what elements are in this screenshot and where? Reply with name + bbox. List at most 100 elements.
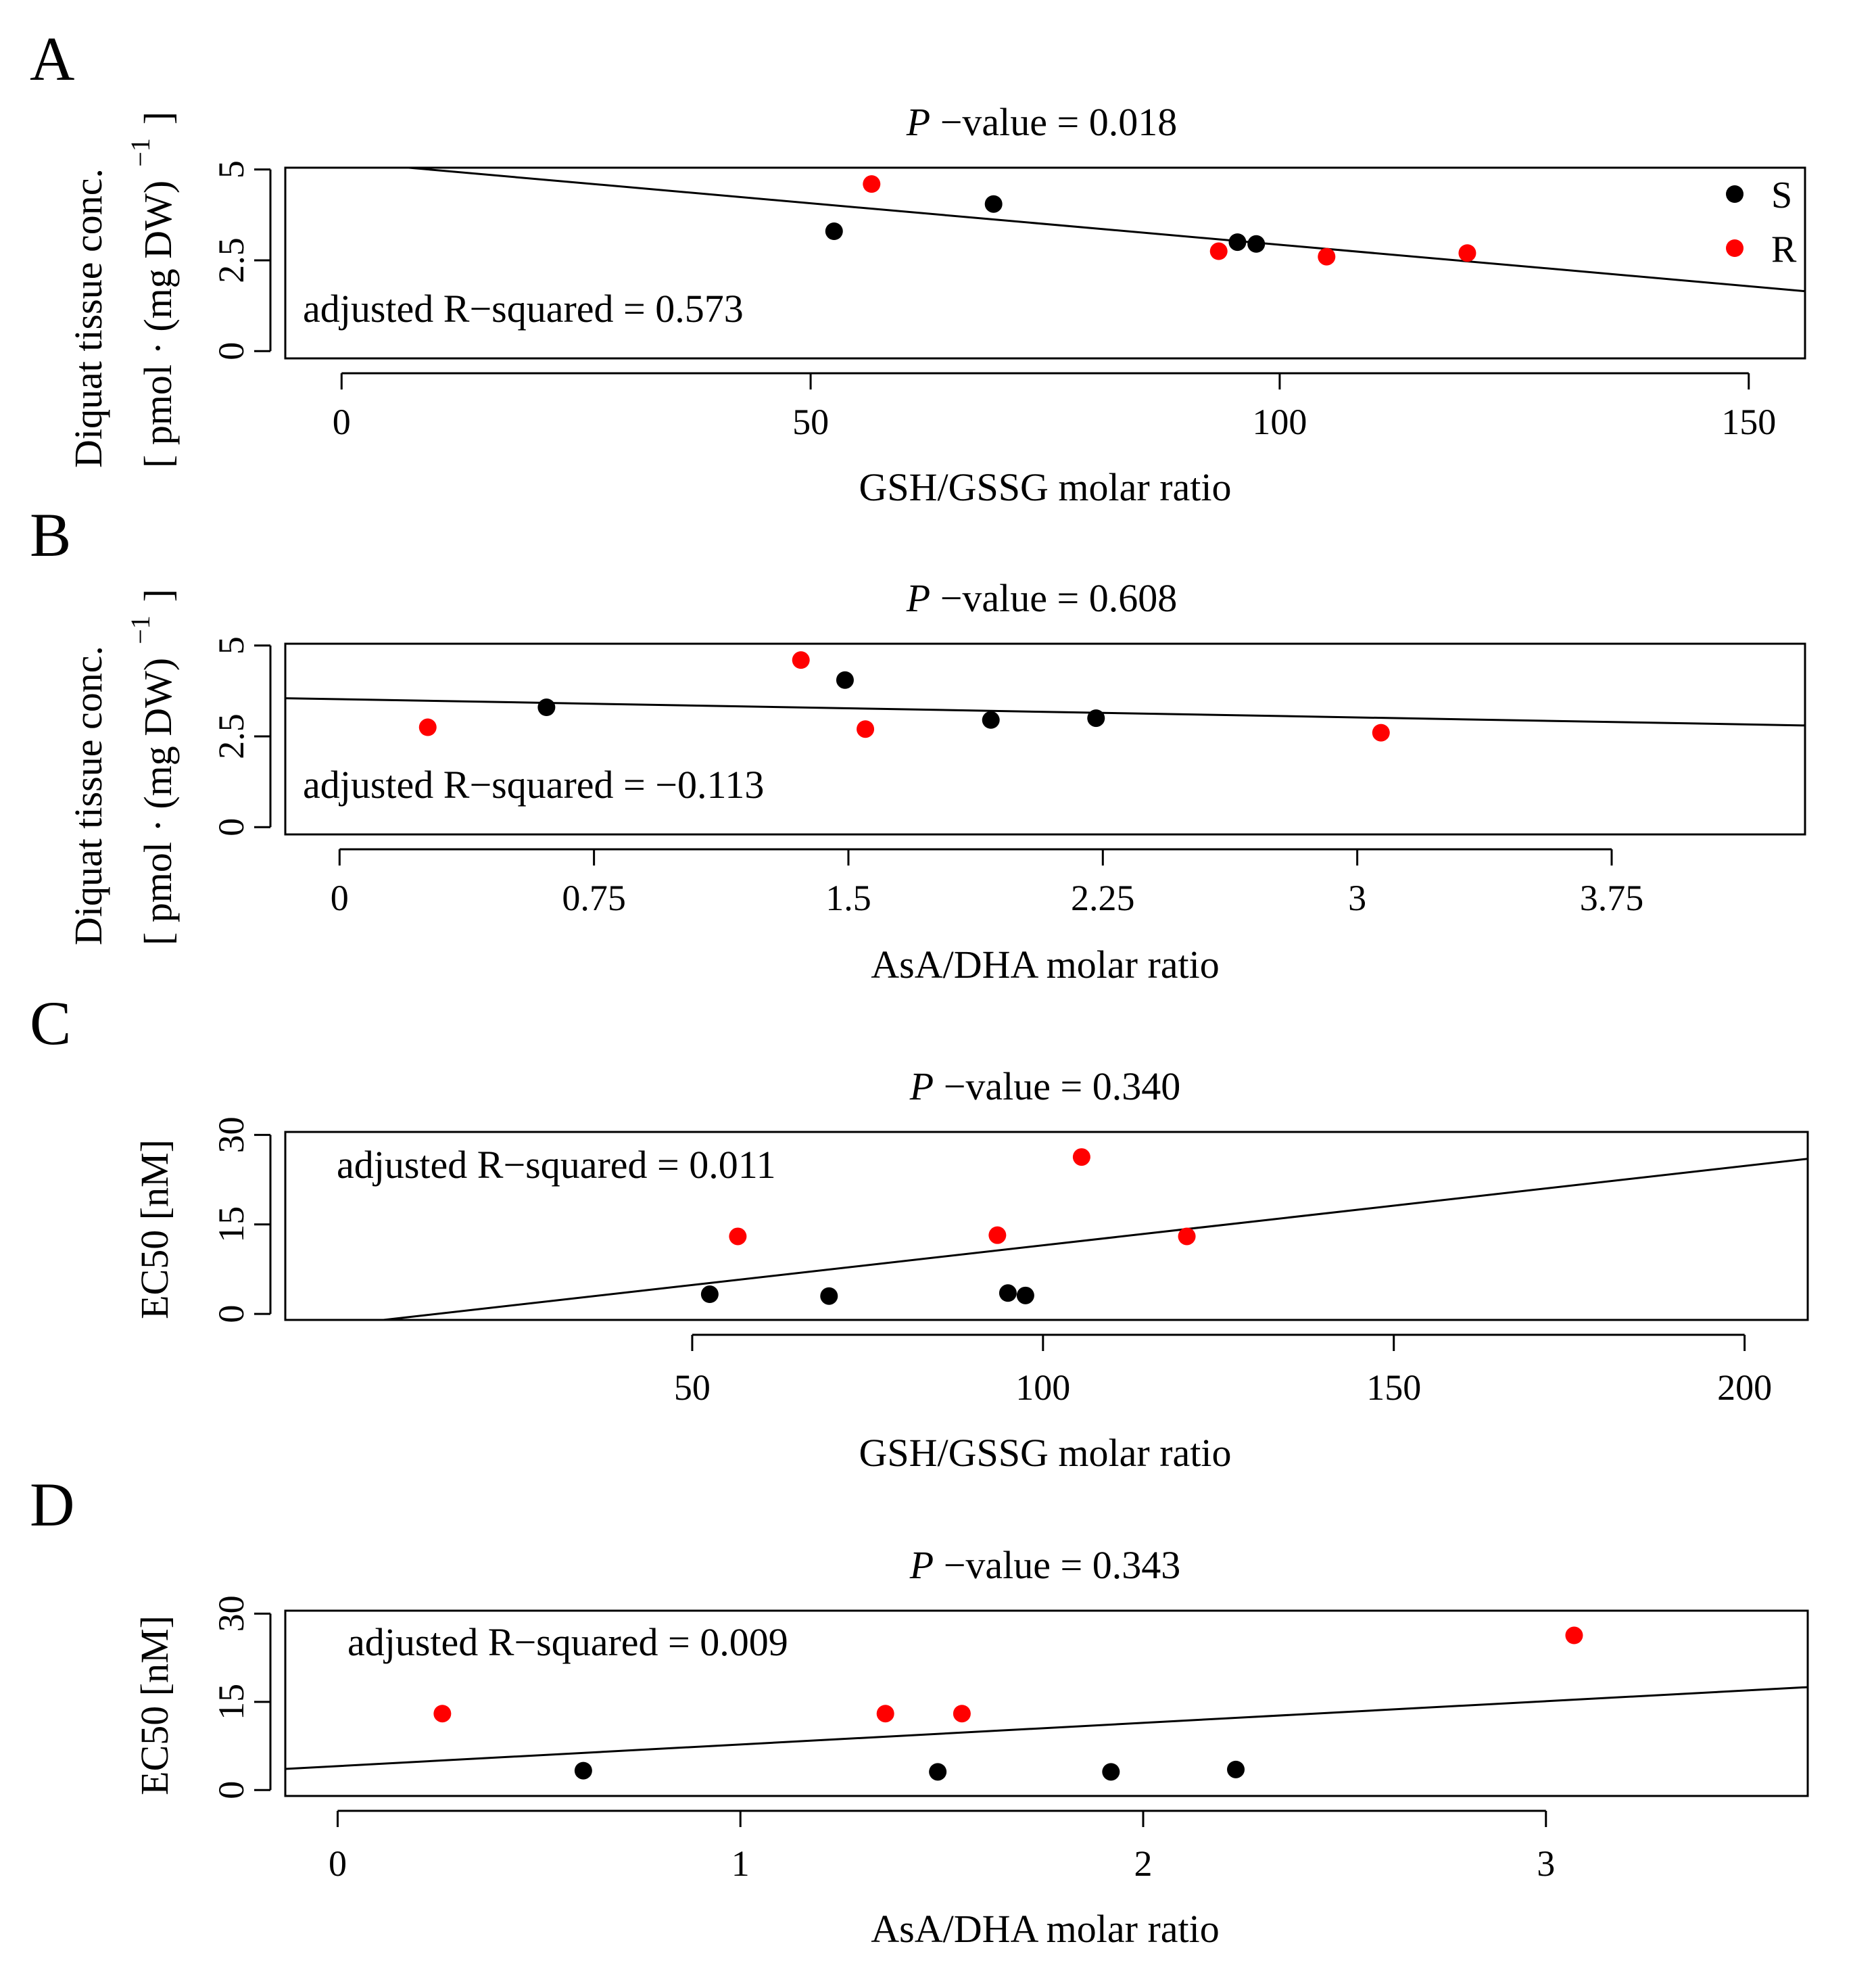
y-tick-label: 30 (211, 1595, 251, 1632)
panel-title: P −value = 0.018 (906, 100, 1177, 144)
plot-frame (284, 1609, 1809, 1797)
title-p-italic: P (909, 1543, 934, 1587)
x-axis: 0 0.75 1.5 2.25 3 3.75 (331, 848, 1644, 918)
legend-marker-s (1726, 185, 1744, 203)
x-axis: 0 50 100 150 (333, 372, 1776, 442)
y-axis-title: EC50 [nM] (133, 1139, 176, 1319)
panel-title: P −value = 0.340 (909, 1064, 1180, 1108)
panel-letter: B (30, 500, 71, 569)
y-tick-label: 5 (211, 160, 251, 179)
title-p-italic: P (906, 100, 930, 144)
y-units: [ pmol · (mg DW) (136, 181, 180, 468)
data-point-s (825, 222, 843, 240)
plot-content (397, 168, 1805, 293)
legend-label-s: S (1771, 174, 1792, 216)
data-point-r (433, 1705, 452, 1723)
x-axis: 0 1 2 3 (329, 1809, 1555, 1884)
y-units: [ pmol · (mg DW) (136, 658, 180, 945)
plot-content (285, 1626, 1808, 1781)
data-point-s (1228, 233, 1247, 252)
panel-c: C P −value = 0.340 50 100 150 200 0 15 30 adj… (30, 989, 1809, 1475)
title-value: −value = 0.340 (934, 1064, 1180, 1108)
data-point-r (1178, 1227, 1196, 1246)
y-axis-title-line1: Diquat tissue conc. (66, 168, 110, 468)
y-axis-title-line2: [ pmol · (mg DW) −1] (125, 112, 180, 468)
data-point-s (929, 1763, 947, 1781)
panel-d: D P −value = 0.343 0 1 2 3 0 15 30 adjusted R… (30, 1470, 1809, 1951)
x-tick-label: 3 (1348, 878, 1366, 918)
x-tick-label: 3 (1537, 1843, 1555, 1884)
data-point-s (700, 1285, 719, 1304)
x-tick-label: 50 (792, 402, 829, 442)
plot-frame (284, 642, 1806, 836)
plot-frame (284, 1131, 1809, 1321)
y-tick-label: 2.5 (211, 237, 251, 283)
regression-line (285, 1686, 1808, 1770)
panel-letter: D (30, 1470, 74, 1539)
y-axis: 02.55 (211, 160, 272, 360)
data-point-r (1318, 247, 1336, 266)
legend-marker-r (1726, 239, 1744, 257)
data-point-r (729, 1227, 747, 1246)
x-tick-label: 0 (329, 1843, 347, 1884)
data-point-s (1102, 1763, 1120, 1781)
y-units-exponent: −1 (125, 615, 155, 644)
data-point-s (1016, 1286, 1034, 1304)
data-point-s (574, 1761, 592, 1780)
y-axis: 0 15 30 (211, 1595, 272, 1799)
data-point-s (537, 699, 556, 716)
title-p-italic: P (906, 576, 930, 620)
regression-line (397, 168, 1805, 293)
x-tick-label: 3.75 (1580, 878, 1644, 918)
panel-letter: C (30, 989, 71, 1058)
data-point-r (876, 1705, 894, 1723)
x-tick-label: 0 (333, 402, 351, 442)
data-point-s (984, 195, 1003, 213)
data-point-r (792, 651, 810, 669)
x-tick-label: 150 (1721, 402, 1776, 442)
data-point-s (982, 711, 1000, 729)
x-axis-title: GSH/GSSG molar ratio (859, 465, 1232, 509)
x-axis-title: AsA/DHA molar ratio (871, 1907, 1220, 1951)
y-tick-label: 5 (211, 636, 251, 655)
y-tick-label: 30 (211, 1116, 251, 1153)
data-point-r (863, 175, 881, 193)
plot-content (285, 651, 1805, 742)
r-squared-annotation: adjusted R−squared = 0.009 (347, 1620, 788, 1664)
panel-b: B P −value = 0.608 0 0.75 1.5 2.25 3 3.75 02.… (30, 500, 1806, 987)
legend: S R (1726, 174, 1797, 270)
data-point-s (836, 671, 854, 689)
r-squared-annotation: adjusted R−squared = 0.011 (337, 1143, 776, 1187)
x-axis-title: AsA/DHA molar ratio (871, 943, 1220, 987)
y-axis: 02.55 (211, 636, 272, 836)
legend-label-r: R (1771, 229, 1797, 270)
data-point-r (1565, 1626, 1583, 1644)
x-tick-label: 50 (674, 1367, 711, 1408)
panel-letter: A (30, 24, 74, 93)
data-point-r (1209, 242, 1228, 260)
panel-title: P −value = 0.343 (909, 1543, 1180, 1587)
r-squared-annotation: adjusted R−squared = 0.573 (303, 287, 744, 331)
y-axis-title-line2: [ pmol · (mg DW) −1] (125, 589, 180, 945)
x-tick-label: 1 (731, 1843, 750, 1884)
x-tick-label: 200 (1717, 1367, 1772, 1408)
title-value: −value = 0.608 (930, 576, 1177, 620)
x-tick-label: 1.5 (825, 878, 871, 918)
plot-content (383, 1148, 1808, 1320)
x-tick-label: 0.75 (562, 878, 626, 918)
y-tick-label: 0 (211, 342, 251, 360)
title-value: −value = 0.018 (930, 100, 1177, 144)
data-point-r (418, 718, 437, 736)
x-axis-title: GSH/GSSG molar ratio (859, 1431, 1232, 1475)
regression-line (285, 697, 1805, 727)
data-point-r (1072, 1148, 1090, 1166)
panel-a: A P −value = 0.018 0 50 100 150 02.55 adjus… (30, 24, 1806, 509)
y-axis-title-line1: Diquat tissue conc. (66, 646, 110, 945)
panel-title: P −value = 0.608 (906, 576, 1177, 620)
y-axis: 0 15 30 (211, 1116, 272, 1323)
x-tick-label: 100 (1015, 1367, 1070, 1408)
y-tick-label: 0 (211, 818, 251, 836)
y-tick-label: 15 (211, 1206, 251, 1243)
y-axis-title: EC50 [nM] (133, 1615, 176, 1795)
